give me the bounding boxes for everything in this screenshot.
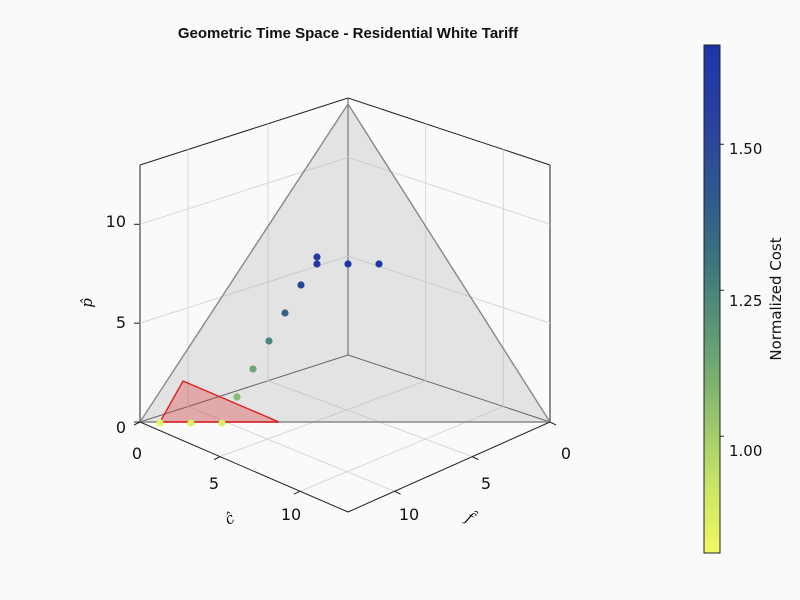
data-point: [156, 419, 164, 427]
data-point: [249, 365, 257, 373]
grid-line: [139, 156, 349, 225]
grid-line: [139, 255, 349, 324]
grid-line: [299, 406, 504, 492]
c-axis-ticks: 0 5 10: [132, 444, 301, 524]
grid-line: [267, 380, 473, 458]
f-tick-label: 0: [561, 444, 571, 463]
box-edge: [347, 97, 551, 166]
box-edge: [139, 97, 349, 166]
data-point: [313, 260, 321, 268]
c-tick-mark: [213, 456, 221, 461]
c-axis-label: ĉ: [221, 508, 238, 528]
chart-title: Geometric Time Space - Residential White…: [178, 25, 519, 42]
colorbar: 1.00 1.25 1.50 Normalized Cost: [703, 44, 785, 554]
c-tick-label: 10: [281, 505, 301, 524]
data-points: [156, 253, 383, 427]
f-axis-label: f̂: [462, 508, 480, 529]
data-point: [265, 337, 273, 345]
p-axis-label: p̂: [78, 298, 96, 308]
f-tick-mark: [549, 421, 557, 426]
data-point: [281, 309, 289, 317]
c-tick-label: 0: [132, 444, 142, 463]
colorbar-tick-label: 1.00: [729, 442, 762, 460]
data-point: [344, 260, 352, 268]
f-tick-mark: [472, 456, 479, 461]
z-tick-label: 10: [106, 212, 126, 231]
grid-lines: [139, 123, 551, 492]
data-point: [233, 393, 241, 401]
grid-line: [347, 255, 551, 324]
box-edge: [347, 354, 551, 423]
colorbar-gradient: [703, 44, 721, 554]
data-point: [313, 253, 321, 261]
f-axis-line: [347, 421, 551, 513]
f-tick-mark: [394, 490, 401, 495]
colorbar-label: Normalized Cost: [767, 237, 785, 360]
grid-line: [219, 380, 426, 458]
colorbar-tick-label: 1.50: [729, 140, 762, 158]
f-tick-label: 5: [481, 474, 491, 493]
data-point: [375, 260, 383, 268]
axis-box-front: [133, 223, 557, 513]
c-tick-label: 5: [209, 474, 219, 493]
f-tick-label: 10: [399, 505, 419, 524]
data-point: [218, 419, 226, 427]
z-tick-label: 5: [116, 313, 126, 332]
z-axis-ticks: 0 5 10: [106, 212, 126, 437]
f-axis-ticks: 0 5 10: [399, 444, 571, 524]
box-edge: [139, 354, 349, 423]
colorbar-tick-label: 1.25: [729, 292, 762, 310]
c-axis-line: [139, 421, 349, 513]
axis-box-back: [139, 97, 551, 423]
data-point: [187, 419, 195, 427]
data-point: [297, 281, 305, 289]
colorbar-ticks: [720, 143, 724, 437]
c-tick-mark: [293, 490, 301, 495]
grid-line: [347, 156, 551, 225]
z-tick-label: 0: [116, 418, 126, 437]
